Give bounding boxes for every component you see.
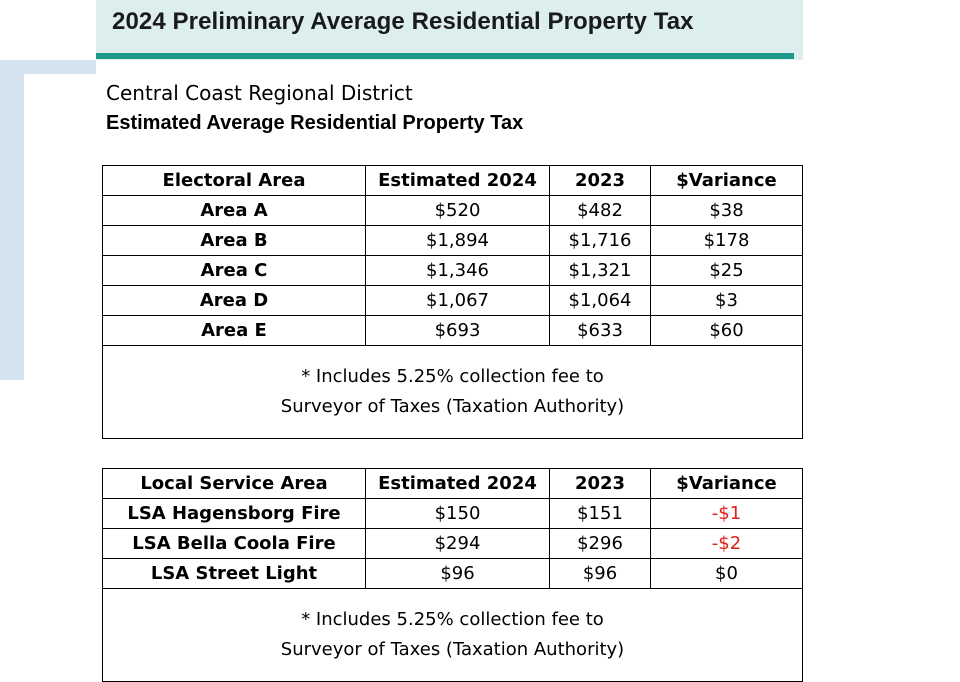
table-note-row: * Includes 5.25% collection fee to Surve… — [103, 589, 803, 682]
table-header-row: Local Service Area Estimated 2024 2023 $… — [103, 469, 803, 499]
area-name: Area E — [103, 316, 366, 346]
district-name: Central Coast Regional District — [106, 81, 413, 105]
value-2023: $96 — [550, 559, 651, 589]
variance: $38 — [651, 196, 803, 226]
value-2023: $1,064 — [550, 286, 651, 316]
estimated-2024: $150 — [366, 499, 550, 529]
left-accent-cap — [0, 60, 96, 74]
table-row: Area B $1,894 $1,716 $178 — [103, 226, 803, 256]
estimated-2024: $96 — [366, 559, 550, 589]
column-header: Local Service Area — [103, 469, 366, 499]
table-row: LSA Hagensborg Fire $150 $151 -$1 — [103, 499, 803, 529]
area-name: Area C — [103, 256, 366, 286]
title-banner: 2024 Preliminary Average Residential Pro… — [96, 0, 803, 60]
column-header: Estimated 2024 — [366, 166, 550, 196]
column-header: $Variance — [651, 469, 803, 499]
table-row: Area A $520 $482 $38 — [103, 196, 803, 226]
lsa-name: LSA Bella Coola Fire — [103, 529, 366, 559]
electoral-area-table: Electoral Area Estimated 2024 2023 $Vari… — [102, 165, 803, 439]
estimated-2024: $294 — [366, 529, 550, 559]
variance: $0 — [651, 559, 803, 589]
table-row: Area C $1,346 $1,321 $25 — [103, 256, 803, 286]
collection-fee-note: * Includes 5.25% collection fee to Surve… — [103, 589, 803, 682]
column-header: Estimated 2024 — [366, 469, 550, 499]
value-2023: $296 — [550, 529, 651, 559]
lsa-name: LSA Hagensborg Fire — [103, 499, 366, 529]
section-heading: Estimated Average Residential Property T… — [106, 112, 523, 135]
local-service-area-table: Local Service Area Estimated 2024 2023 $… — [102, 468, 803, 682]
variance-negative: -$2 — [651, 529, 803, 559]
variance-negative: -$1 — [651, 499, 803, 529]
variance: $60 — [651, 316, 803, 346]
note-line-2: Surveyor of Taxes (Taxation Authority) — [281, 639, 624, 660]
estimated-2024: $1,346 — [366, 256, 550, 286]
column-header: 2023 — [550, 166, 651, 196]
table-row: LSA Street Light $96 $96 $0 — [103, 559, 803, 589]
table-row: LSA Bella Coola Fire $294 $296 -$2 — [103, 529, 803, 559]
estimated-2024: $1,067 — [366, 286, 550, 316]
value-2023: $1,716 — [550, 226, 651, 256]
variance: $178 — [651, 226, 803, 256]
value-2023: $482 — [550, 196, 651, 226]
area-name: Area D — [103, 286, 366, 316]
variance: $25 — [651, 256, 803, 286]
table-row: Area E $693 $633 $60 — [103, 316, 803, 346]
table-header-row: Electoral Area Estimated 2024 2023 $Vari… — [103, 166, 803, 196]
estimated-2024: $520 — [366, 196, 550, 226]
value-2023: $1,321 — [550, 256, 651, 286]
area-name: Area B — [103, 226, 366, 256]
column-header: Electoral Area — [103, 166, 366, 196]
title-underline — [96, 53, 794, 59]
left-accent-bar — [0, 60, 24, 380]
table-row: Area D $1,067 $1,064 $3 — [103, 286, 803, 316]
note-line-1: * Includes 5.25% collection fee to — [301, 366, 604, 387]
variance: $3 — [651, 286, 803, 316]
value-2023: $151 — [550, 499, 651, 529]
value-2023: $633 — [550, 316, 651, 346]
lsa-name: LSA Street Light — [103, 559, 366, 589]
note-line-1: * Includes 5.25% collection fee to — [301, 609, 604, 630]
column-header: 2023 — [550, 469, 651, 499]
collection-fee-note: * Includes 5.25% collection fee to Surve… — [103, 346, 803, 439]
note-line-2: Surveyor of Taxes (Taxation Authority) — [281, 396, 624, 417]
estimated-2024: $1,894 — [366, 226, 550, 256]
table-note-row: * Includes 5.25% collection fee to Surve… — [103, 346, 803, 439]
area-name: Area A — [103, 196, 366, 226]
page-title: 2024 Preliminary Average Residential Pro… — [112, 8, 694, 36]
estimated-2024: $693 — [366, 316, 550, 346]
column-header: $Variance — [651, 166, 803, 196]
